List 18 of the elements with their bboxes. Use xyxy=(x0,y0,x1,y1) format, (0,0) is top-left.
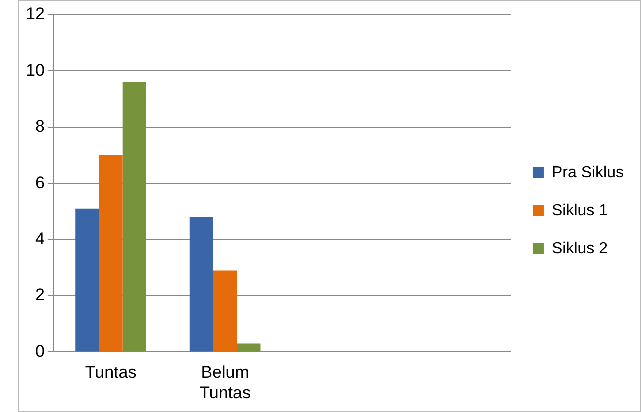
bar xyxy=(122,82,146,352)
y-tick-label: 0 xyxy=(35,342,45,361)
y-tick-label: 2 xyxy=(35,286,45,305)
y-tick-label: 8 xyxy=(35,117,45,136)
y-tick-label: 6 xyxy=(35,173,45,192)
bar xyxy=(99,156,123,352)
legend-label: Siklus 1 xyxy=(552,202,608,220)
x-tick-label: Belum Tuntas xyxy=(200,363,251,402)
bar xyxy=(214,270,238,352)
legend-label: Siklus 2 xyxy=(552,240,608,258)
y-tick-label: 10 xyxy=(26,60,45,80)
bar xyxy=(237,344,261,352)
bar xyxy=(190,217,214,352)
bar xyxy=(76,208,100,352)
y-tick-label: 12 xyxy=(26,4,45,24)
legend-label: Pra Siklus xyxy=(552,164,624,182)
x-tick-label: Tuntas xyxy=(85,363,137,382)
y-tick-label: 4 xyxy=(35,229,45,248)
